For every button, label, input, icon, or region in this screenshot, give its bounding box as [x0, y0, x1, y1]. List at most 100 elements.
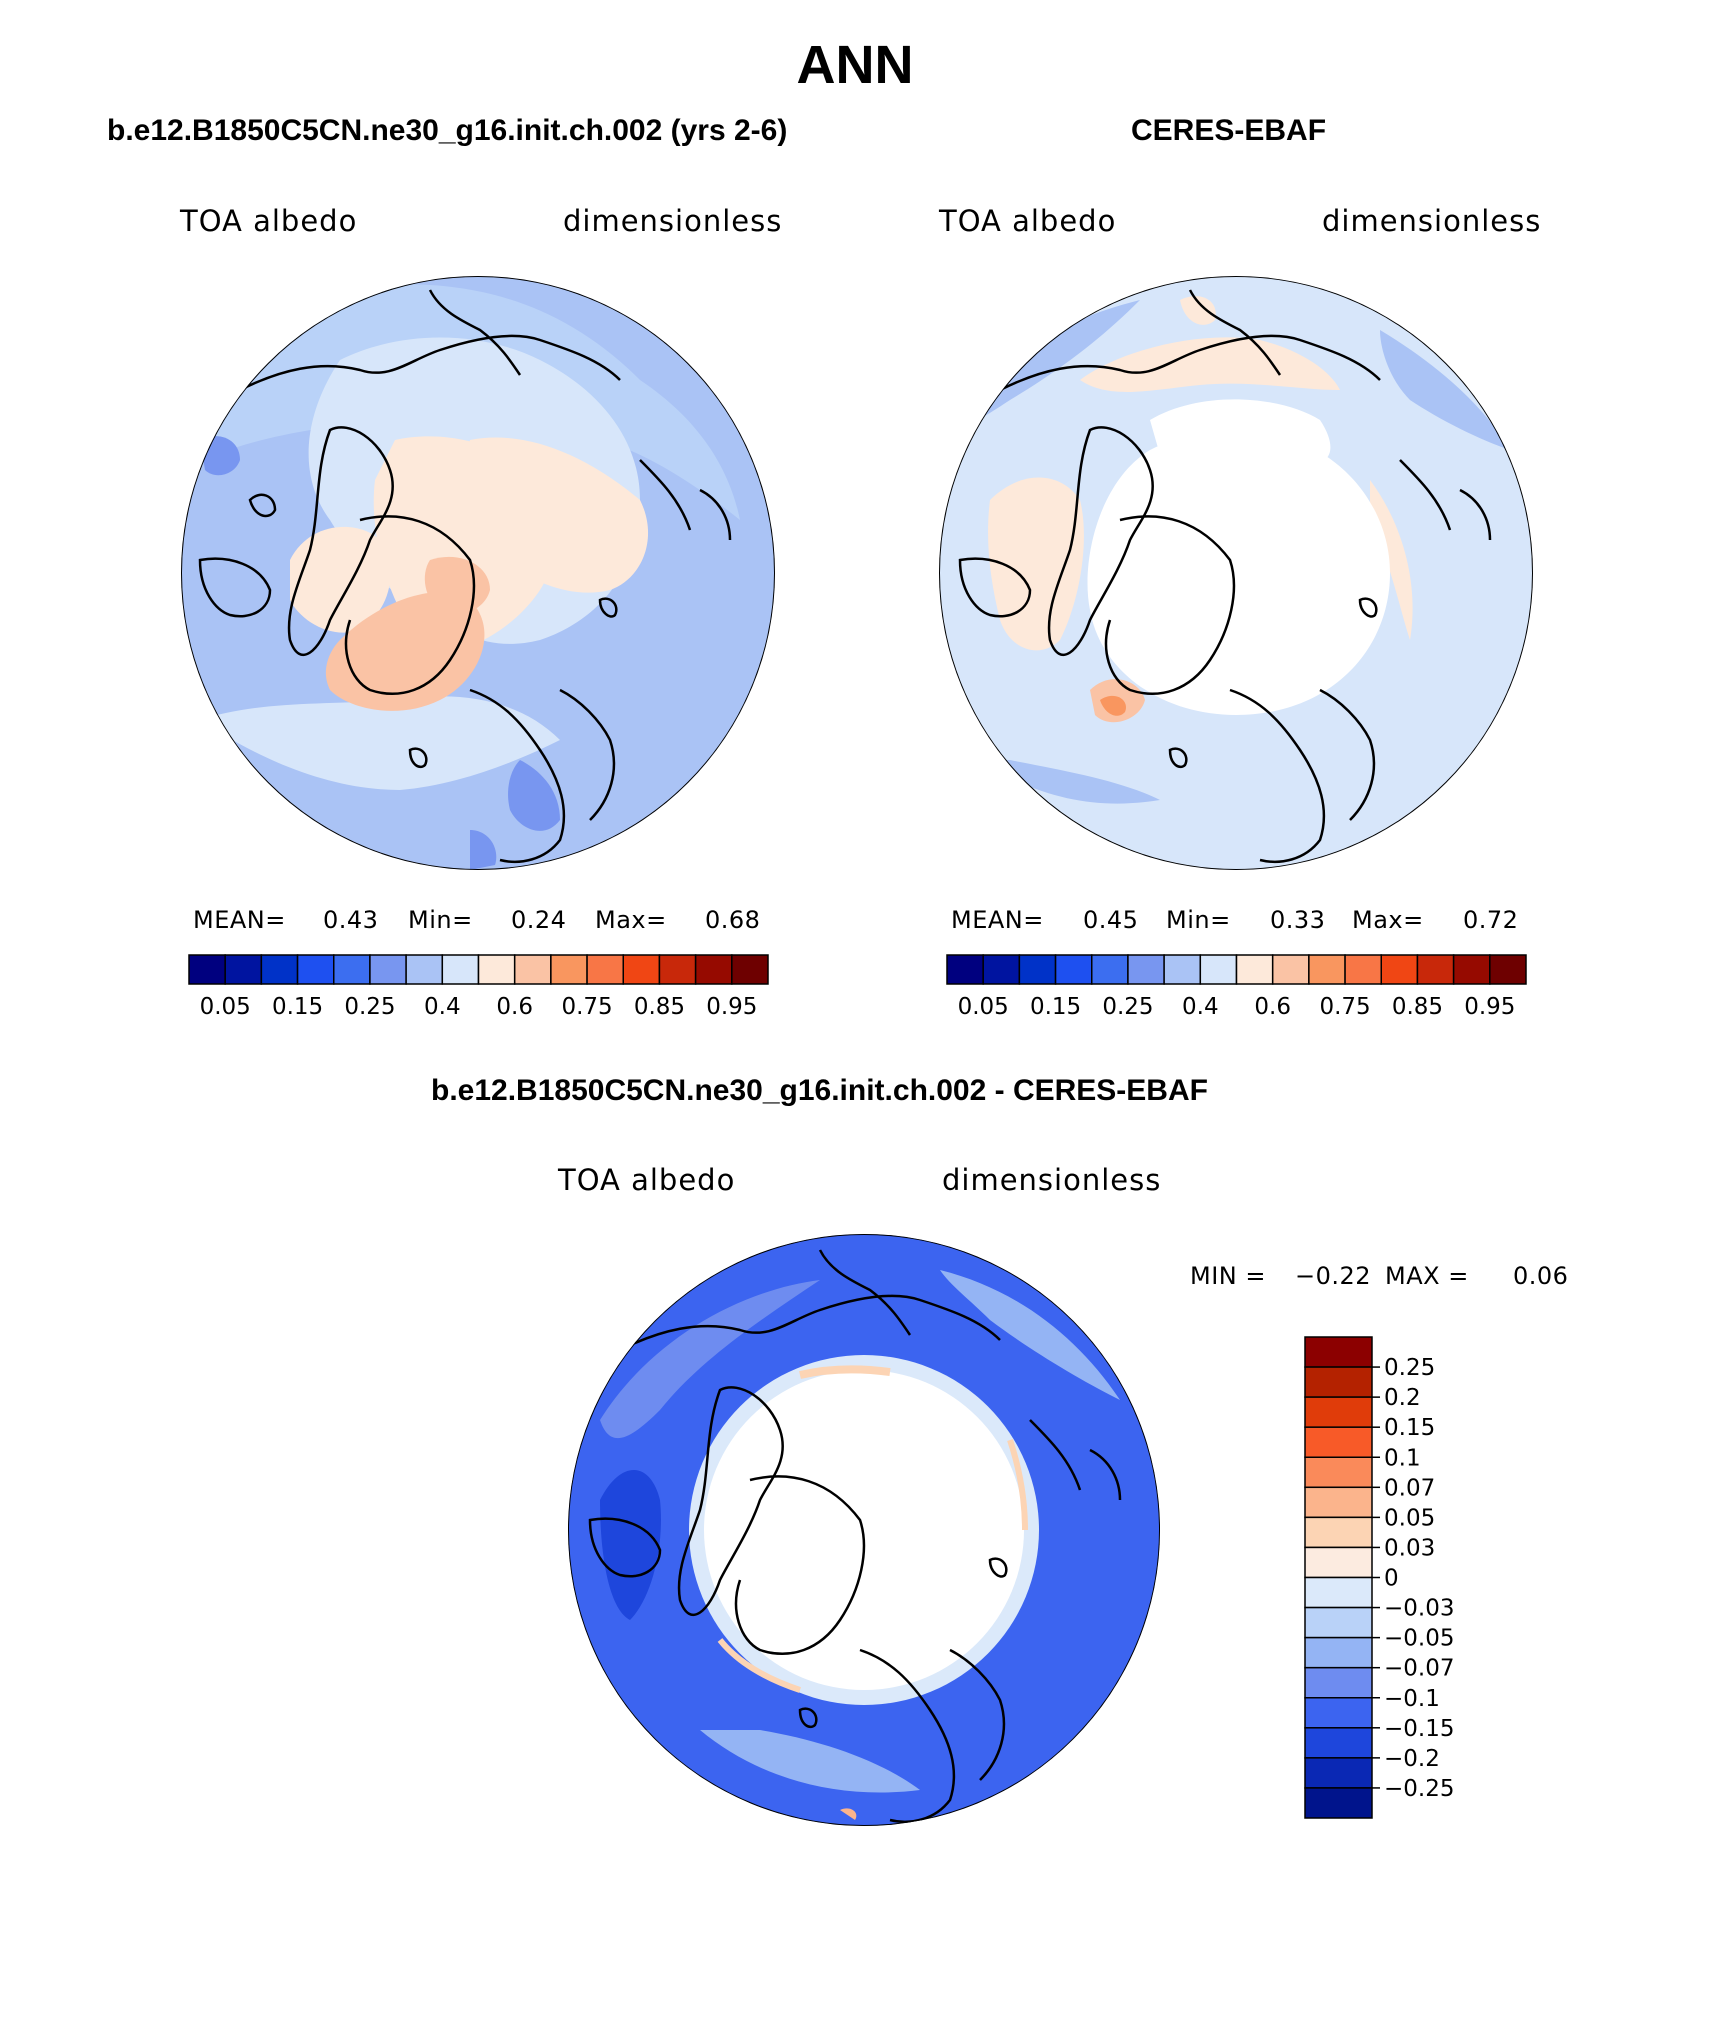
colorbar-diff-swatch: [1304, 1757, 1373, 1789]
colorbar-diff-tick-label: −0.07: [1384, 1656, 1454, 1682]
colorbar-obs-swatch: [946, 954, 984, 985]
colorbar-diff-swatch: [1304, 1426, 1373, 1458]
diff-max-value: 0.06: [1513, 1262, 1569, 1290]
colorbar-diff-swatch: [1304, 1787, 1373, 1819]
diff-min-label: MIN =: [1190, 1262, 1266, 1290]
colorbar-diff-swatch: [1304, 1456, 1373, 1489]
colorbar-obs-tick-label: 0.25: [1102, 994, 1153, 1020]
colorbar-obs-swatch: [1018, 954, 1057, 985]
colorbar-obs-swatch: [1489, 954, 1527, 985]
panel-title-model: b.e12.B1850C5CN.ne30_g16.init.ch.002 (yr…: [107, 114, 788, 147]
colorbar-model-swatch: [658, 954, 697, 985]
colorbar-diff-swatch: [1304, 1697, 1373, 1729]
colorbar-obs-swatch: [1054, 954, 1093, 985]
units-label-model: dimensionless: [563, 204, 783, 238]
min-label-obs: Min=: [1166, 906, 1231, 934]
colorbar-obs-swatch: [1127, 954, 1165, 985]
colorbar-model-swatch: [224, 954, 263, 985]
colorbar-obs: 0.05 0.15 0.25 0.4 0.6 0.75 0.85 0.95: [946, 954, 1527, 1020]
colorbar-model-tick-label: 0.4: [424, 994, 461, 1020]
colorbar-obs-tick-label: 0.6: [1254, 994, 1291, 1020]
colorbar-obs-swatch: [982, 954, 1021, 985]
min-value-model: 0.24: [511, 906, 567, 934]
colorbar-obs-tick-label: 0.85: [1392, 994, 1443, 1020]
mean-value-obs: 0.45: [1083, 906, 1139, 934]
colorbar-obs-swatch: [1163, 954, 1202, 985]
colorbar-obs-tick-label: 0.15: [1030, 994, 1081, 1020]
colorbar-obs-tick-label: 0.95: [1464, 994, 1515, 1020]
min-label-model: Min=: [408, 906, 473, 934]
colorbar-obs-swatch: [1199, 954, 1238, 985]
colorbar-model-tick-label: 0.05: [200, 994, 251, 1020]
colorbar-obs-tick-label: 0.75: [1319, 994, 1370, 1020]
variable-label-model: TOA albedo: [180, 204, 358, 238]
colorbar-diff-swatch: [1304, 1606, 1373, 1639]
colorbar-obs-swatch: [1235, 954, 1274, 985]
colorbar-obs-swatch: [1380, 954, 1419, 985]
units-label-diff: dimensionless: [942, 1163, 1162, 1197]
variable-label-obs: TOA albedo: [939, 204, 1117, 238]
colorbar-model-swatch: [405, 954, 444, 985]
colorbar-model-tick-label: 0.95: [706, 994, 757, 1020]
colorbar-diff-tick-label: −0.1: [1384, 1686, 1440, 1712]
polar-map-model: [181, 276, 775, 870]
colorbar-model-swatch: [369, 954, 407, 985]
colorbar-model-swatch: [694, 954, 733, 985]
colorbar-diff-swatch: [1304, 1576, 1373, 1609]
colorbar-diff-tick-label: 0.1: [1384, 1445, 1421, 1471]
colorbar-model-tick-label: 0.15: [272, 994, 323, 1020]
polar-map-obs: [939, 276, 1533, 870]
colorbar-obs-swatch: [1416, 954, 1455, 985]
colorbar-diff-tick-label: −0.25: [1384, 1776, 1454, 1802]
colorbar-diff-swatch: [1304, 1396, 1373, 1428]
colorbar-model: 0.05 0.15 0.25 0.4 0.6 0.75 0.85 0.95: [188, 954, 769, 1020]
colorbar-diff-swatch: [1304, 1546, 1373, 1579]
colorbar-model-swatch: [188, 954, 226, 985]
diff-max-label: MAX =: [1385, 1262, 1469, 1290]
colorbar-model-swatch: [550, 954, 588, 985]
mean-value-model: 0.43: [323, 906, 379, 934]
colorbar-diff-swatch: [1304, 1666, 1373, 1699]
colorbar-diff-tick-label: 0.07: [1384, 1475, 1435, 1501]
diff-panel-title: b.e12.B1850C5CN.ne30_g16.init.ch.002 - C…: [431, 1074, 1208, 1107]
max-label-obs: Max=: [1352, 906, 1424, 934]
colorbar-model-swatch: [477, 954, 516, 985]
colorbar-diff-swatch: [1304, 1486, 1373, 1519]
colorbar-diff-swatch: [1304, 1336, 1373, 1368]
colorbar-diff-tick-label: 0.25: [1384, 1355, 1435, 1381]
colorbar-diff-swatch: [1304, 1516, 1373, 1549]
colorbar-diff-tick-label: 0.03: [1384, 1535, 1435, 1561]
colorbar-model-swatch: [513, 954, 552, 985]
variable-label-diff: TOA albedo: [558, 1163, 736, 1197]
colorbar-model-swatch: [260, 954, 299, 985]
colorbar-model-swatch: [296, 954, 335, 985]
colorbar-diff-tick-label: 0.15: [1384, 1415, 1435, 1441]
colorbar-obs-swatch: [1271, 954, 1310, 985]
colorbar-diff-swatch: [1304, 1727, 1373, 1759]
min-value-obs: 0.33: [1270, 906, 1326, 934]
colorbar-diff-tick-label: −0.2: [1384, 1746, 1440, 1772]
colorbar-obs-swatch: [1091, 954, 1129, 985]
colorbar-model-swatch: [586, 954, 624, 985]
max-value-model: 0.68: [705, 906, 761, 934]
colorbar-model-swatch: [622, 954, 661, 985]
colorbar-diff-tick-label: −0.05: [1384, 1626, 1454, 1652]
colorbar-model-swatch: [333, 954, 371, 985]
colorbar-diff-tick-label: 0.2: [1384, 1385, 1421, 1411]
figure-title: ANN: [796, 35, 914, 95]
colorbar-model-swatch: [441, 954, 480, 985]
colorbar-diff-swatch: [1304, 1366, 1373, 1398]
colorbar-diff: 0.25 0.2 0.15 0.1 0.07 0.05 0.03 0 −0.03 −0.05 −0.…: [1304, 1336, 1454, 1819]
colorbar-model-tick-label: 0.85: [634, 994, 685, 1020]
colorbar-model-tick-label: 0.6: [496, 994, 533, 1020]
mean-label-obs: MEAN=: [951, 906, 1044, 934]
colorbar-diff-tick-label: −0.03: [1384, 1596, 1454, 1622]
colorbar-obs-swatch: [1308, 954, 1346, 985]
colorbar-obs-tick-label: 0.4: [1182, 994, 1219, 1020]
units-label-obs: dimensionless: [1322, 204, 1542, 238]
colorbar-obs-swatch: [1344, 954, 1382, 985]
colorbar-model-tick-label: 0.75: [561, 994, 612, 1020]
polar-map-diff: [568, 1234, 1160, 1826]
mean-label-model: MEAN=: [193, 906, 286, 934]
